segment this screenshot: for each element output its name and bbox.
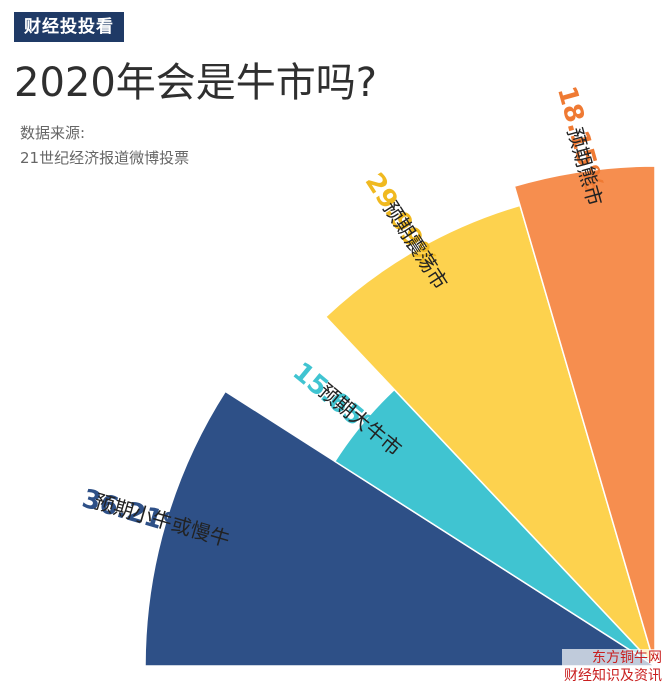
site-watermark: 东方铜牛网 财经知识及资讯 — [562, 649, 664, 685]
page-title: 2020年会是牛市吗? — [14, 60, 378, 106]
watermark-tagline: 财经知识及资讯 — [562, 667, 664, 685]
column-tag: 财经投投看 — [14, 12, 124, 42]
watermark-site-name: 东方铜牛网 — [562, 649, 664, 667]
pie-slice — [513, 165, 656, 667]
data-source: 数据来源: 21世纪经济报道微博投票 — [20, 121, 189, 171]
pie-slice — [144, 390, 658, 667]
pie-slice — [324, 204, 656, 667]
source-label: 数据来源: — [20, 124, 86, 142]
source-name: 21世纪经济报道微博投票 — [20, 149, 190, 167]
